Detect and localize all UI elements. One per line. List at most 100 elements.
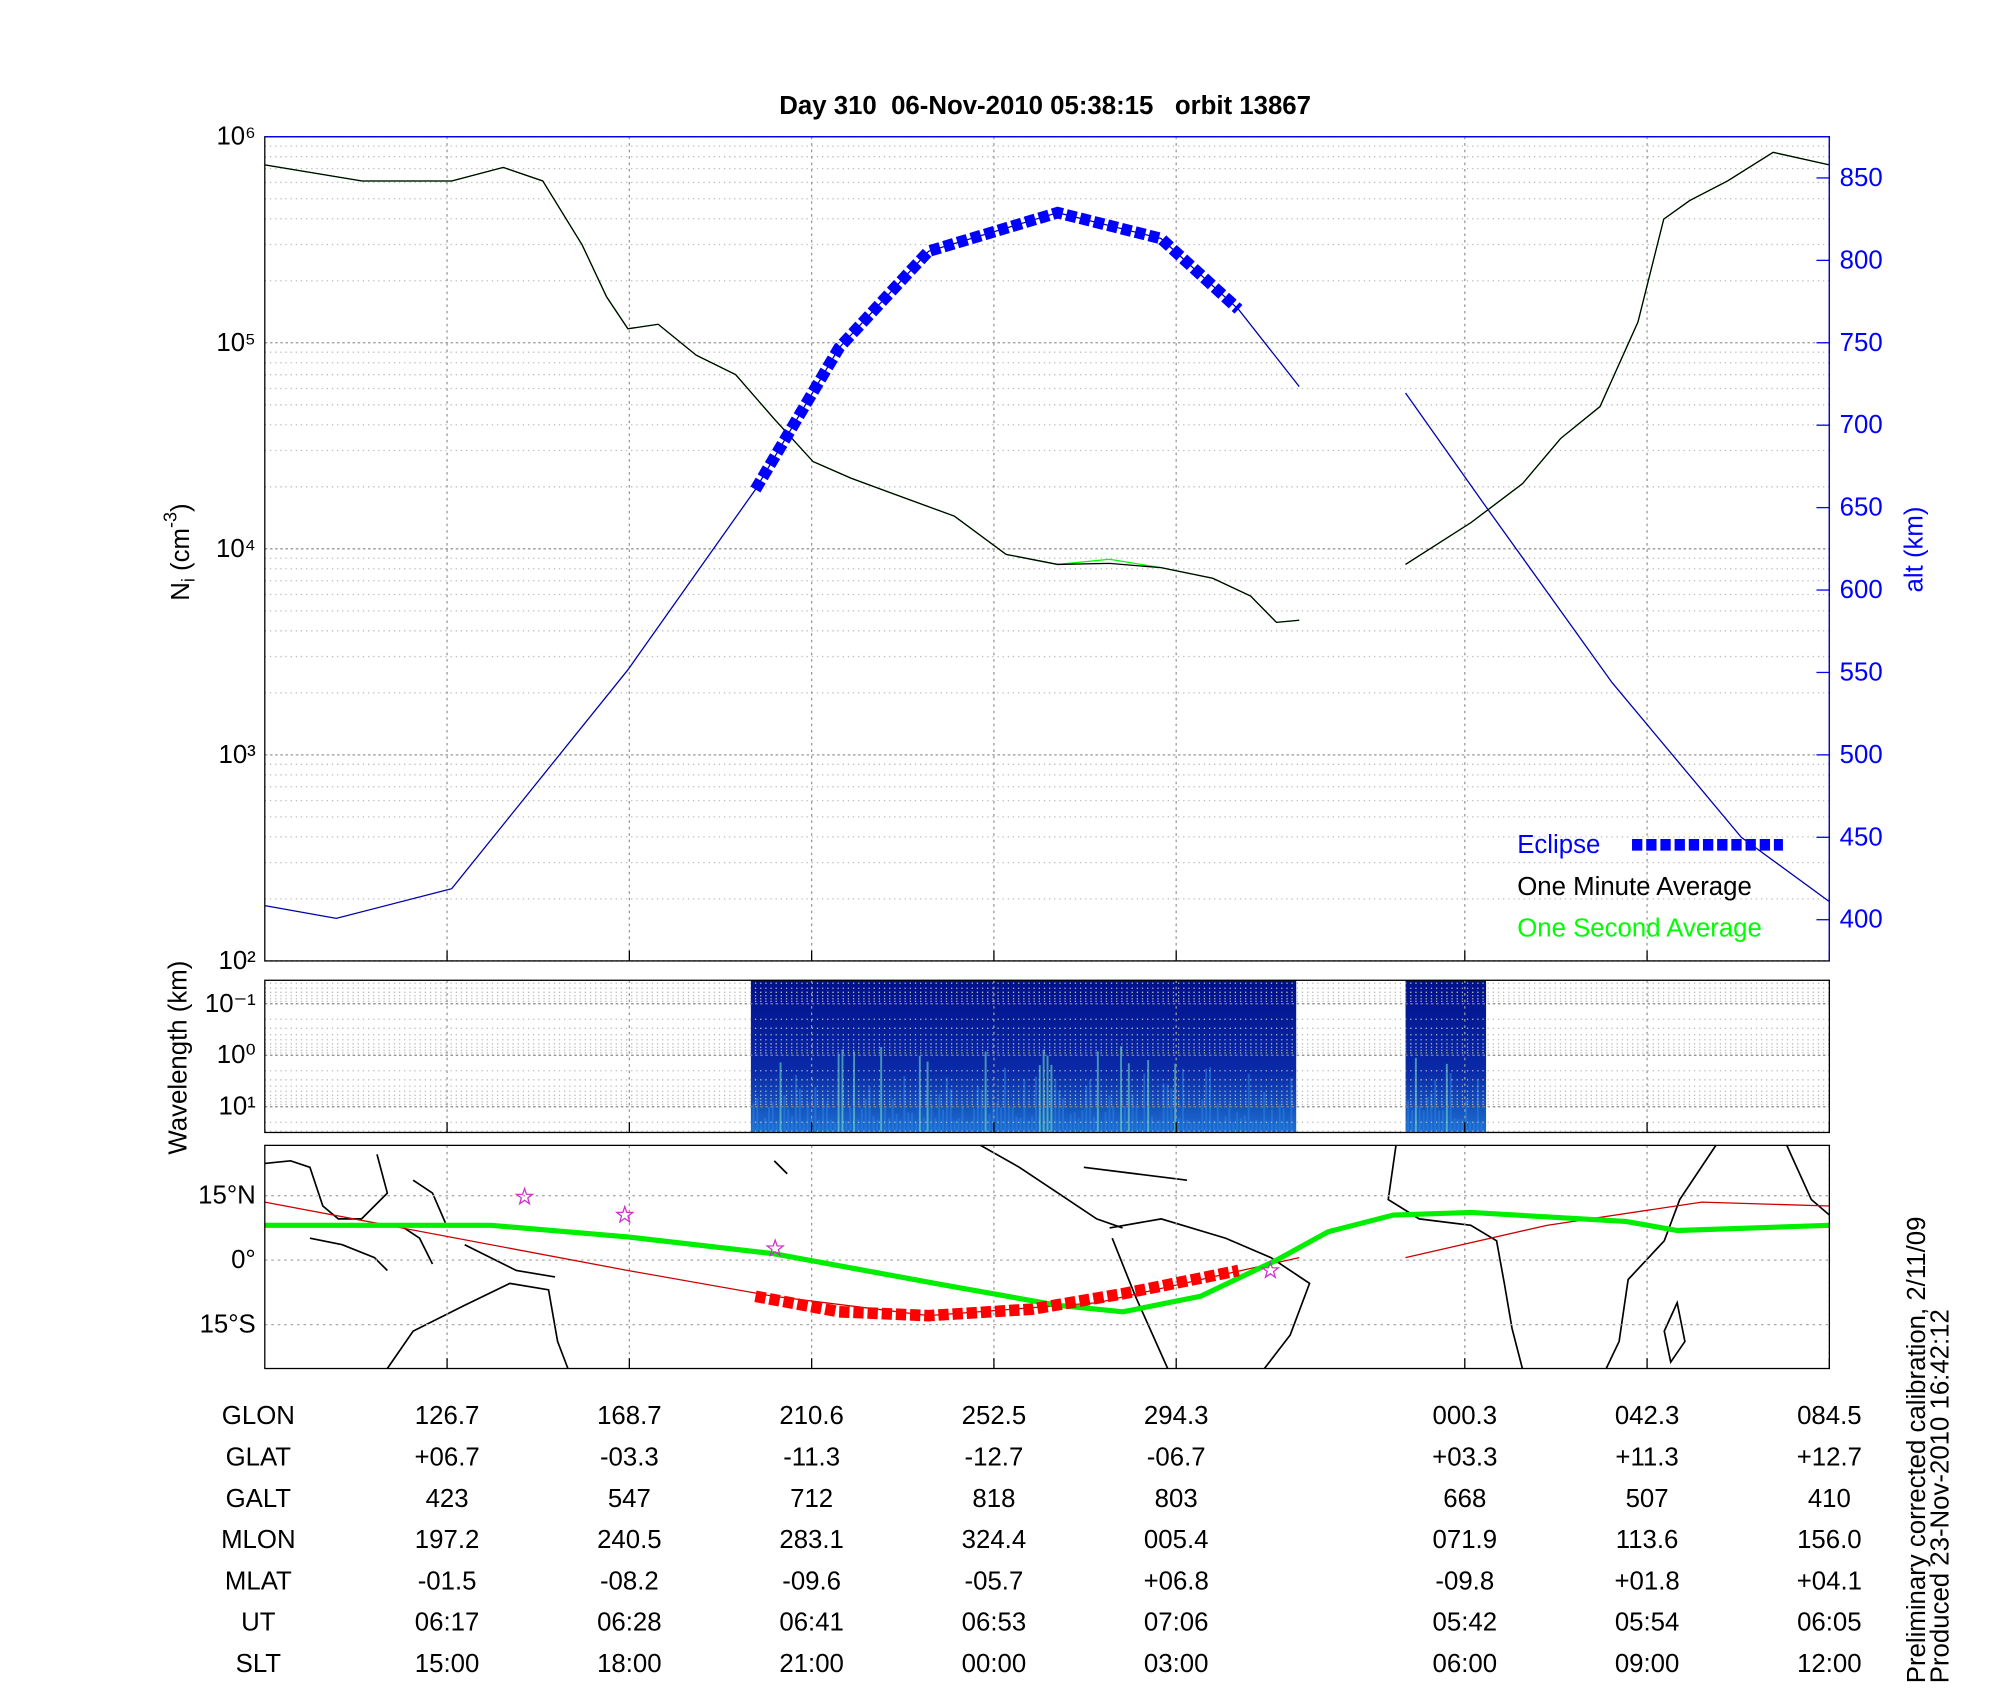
coastline xyxy=(980,1144,1123,1229)
table-cell: 803 xyxy=(1155,1485,1198,1513)
y-tick-label: 10⁴ xyxy=(216,535,256,563)
coastline xyxy=(1663,1300,1686,1365)
footnote: Preliminary corrected calibration, 2/11/… xyxy=(1903,1217,1931,1684)
plot-frame xyxy=(264,1144,1831,1370)
coastline xyxy=(1387,1145,1524,1369)
table-cell: 12:00 xyxy=(1797,1650,1862,1678)
table-cell: +06.7 xyxy=(414,1444,479,1472)
table-cell: 06:00 xyxy=(1433,1650,1498,1678)
y2-tick-label: 400 xyxy=(1840,906,1883,934)
coastline xyxy=(1605,1144,1717,1369)
y-tick-label: 10³ xyxy=(219,741,257,769)
y-tick-label: 10⁵ xyxy=(216,329,255,357)
coastlines xyxy=(264,1144,1830,1370)
table-cell: 547 xyxy=(608,1485,651,1513)
table-cell: -12.7 xyxy=(965,1444,1024,1472)
coastline xyxy=(309,1179,556,1278)
table-cell: 294.3 xyxy=(1144,1402,1209,1430)
footnote: Produced 23-Nov-2010 16:42:12 xyxy=(1926,1309,1954,1683)
table-cell: -08.2 xyxy=(600,1567,659,1595)
y2-tick-label: 600 xyxy=(1840,576,1883,604)
table-cell: 210.6 xyxy=(779,1402,844,1430)
table-cell: 15:00 xyxy=(415,1650,480,1678)
row-label: GALT xyxy=(226,1485,292,1513)
y-tick-label: 10⁰ xyxy=(217,1041,256,1069)
y2-tick-label: 500 xyxy=(1840,741,1883,769)
y-label-part: N xyxy=(167,582,195,601)
table-cell: 113.6 xyxy=(1616,1526,1679,1554)
table-cell: -03.3 xyxy=(600,1444,659,1472)
table-cell: 668 xyxy=(1443,1485,1486,1513)
coastline xyxy=(264,1154,389,1220)
row-label: MLAT xyxy=(225,1567,292,1595)
table-cell: 042.3 xyxy=(1615,1402,1680,1430)
table-cell: -05.7 xyxy=(965,1567,1024,1595)
table-cell: 168.7 xyxy=(597,1402,662,1430)
table-cell: 712 xyxy=(790,1485,833,1513)
table-cell: 283.1 xyxy=(779,1526,844,1554)
y-tick-label: 10⁻¹ xyxy=(205,990,256,1018)
table-cell: -06.7 xyxy=(1147,1444,1206,1472)
table-cell: 09:00 xyxy=(1615,1650,1680,1678)
row-label: MLON xyxy=(221,1526,295,1554)
table-cell: 084.5 xyxy=(1797,1402,1862,1430)
y-label-part: -3 xyxy=(161,512,181,528)
spectrogram-block xyxy=(1405,980,1487,1133)
table-cell: -09.6 xyxy=(782,1567,841,1595)
table-cell: 423 xyxy=(426,1485,469,1513)
data-line xyxy=(264,212,1830,920)
table-cell: 03:00 xyxy=(1144,1650,1209,1678)
coastline xyxy=(386,1282,569,1369)
table-cell: 156.0 xyxy=(1797,1526,1862,1554)
table-cell: -01.5 xyxy=(418,1567,477,1595)
station-star xyxy=(1260,1260,1281,1279)
track-line xyxy=(754,1264,1240,1322)
y2-tick-label: 450 xyxy=(1840,823,1883,851)
table-cell: -09.8 xyxy=(1435,1567,1494,1595)
coastline xyxy=(1786,1145,1830,1216)
y-tick-label: 10¹ xyxy=(219,1093,257,1121)
plot-frame xyxy=(264,979,1831,1134)
y-tick-label: 15°S xyxy=(200,1311,256,1339)
y2-tick-label: 850 xyxy=(1840,164,1883,192)
table-cell: 18:00 xyxy=(597,1650,662,1678)
station-star xyxy=(614,1204,635,1224)
table-cell: 197.2 xyxy=(415,1526,480,1554)
table-cell: 252.5 xyxy=(962,1402,1027,1430)
row-label: UT xyxy=(241,1609,276,1637)
y-label-part: ) xyxy=(167,503,195,512)
legend-label: Eclipse xyxy=(1517,831,1600,859)
table-cell: +04.1 xyxy=(1797,1567,1862,1595)
table-cell: 000.3 xyxy=(1433,1402,1498,1430)
table-cell: +01.8 xyxy=(1614,1567,1679,1595)
track-line xyxy=(264,1209,1830,1315)
table-cell: 06:53 xyxy=(962,1609,1027,1637)
table-cell: 507 xyxy=(1626,1485,1669,1513)
y2-tick-label: 750 xyxy=(1840,329,1883,357)
table-cell: 06:05 xyxy=(1797,1609,1862,1637)
row-label: GLON xyxy=(222,1402,295,1430)
y2-axis-label: alt (km) xyxy=(1900,507,1928,593)
table-cell: 07:06 xyxy=(1144,1609,1209,1637)
table-cell: 06:41 xyxy=(779,1609,844,1637)
row-label: GLAT xyxy=(226,1444,292,1472)
table-cell: 05:42 xyxy=(1433,1609,1498,1637)
legend-label: One Second Average xyxy=(1517,915,1762,943)
y-label-part: (cm xyxy=(167,528,195,578)
coastline xyxy=(1109,1218,1311,1370)
table-cell: 06:28 xyxy=(597,1609,662,1637)
y-label-part: i xyxy=(179,578,199,582)
table-cell: 005.4 xyxy=(1144,1526,1209,1554)
row-label: SLT xyxy=(236,1650,282,1678)
table-cell: +06.8 xyxy=(1144,1567,1209,1595)
chart-title: Day 310 06-Nov-2010 05:38:15 orbit 13867 xyxy=(779,92,1311,120)
y-tick-label: 10² xyxy=(219,947,257,975)
table-cell: 05:54 xyxy=(1615,1609,1680,1637)
table-cell: 324.4 xyxy=(962,1526,1027,1554)
coastline xyxy=(773,1160,1188,1182)
data-line xyxy=(750,206,1243,493)
spectrogram-y-label: Wavelength (km) xyxy=(164,961,192,1155)
y2-tick-label: 700 xyxy=(1840,411,1883,439)
y-tick-label: 15°N xyxy=(198,1182,256,1210)
